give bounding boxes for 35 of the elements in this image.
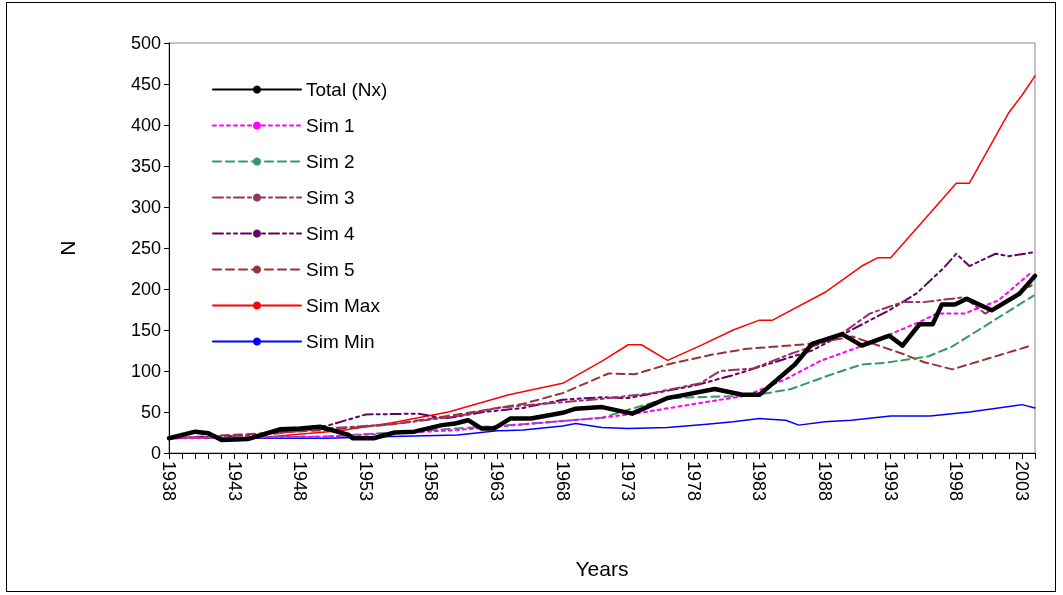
y-axis-title: N: [57, 240, 80, 256]
y-tick-label: 250: [130, 238, 161, 258]
x-tick-label: 1953: [355, 461, 376, 502]
y-tick-label: 300: [130, 197, 161, 217]
legend-label: Sim Min: [306, 331, 375, 352]
y-tick-label: 100: [130, 361, 161, 381]
y-tick-label: 50: [140, 402, 161, 422]
y-tick-label: 0: [150, 443, 161, 463]
legend-label: Sim Max: [306, 295, 381, 316]
x-axis-title: Years: [575, 557, 629, 580]
y-tick-label: 350: [130, 156, 161, 176]
legend-label: Sim 1: [306, 115, 355, 136]
legend-label: Sim 2: [306, 151, 355, 172]
y-tick-label: 450: [130, 74, 161, 94]
x-tick-label: 1938: [159, 461, 179, 502]
x-tick-label: 1943: [224, 461, 245, 502]
x-tick-label: 1983: [749, 461, 770, 502]
x-tick-label: 1993: [880, 461, 901, 502]
x-tick-label: 1968: [552, 461, 573, 502]
x-tick-label: 2003: [1011, 461, 1032, 502]
x-tick-label: 1998: [946, 461, 967, 502]
legend-label: Sim 3: [306, 187, 355, 208]
y-tick-label: 150: [130, 320, 161, 340]
y-tick-label: 500: [130, 33, 161, 53]
x-tick-label: 1978: [683, 461, 704, 502]
x-tick-label: 1973: [618, 461, 639, 502]
legend-label: Sim 4: [306, 223, 355, 244]
x-tick-label: 1963: [487, 461, 508, 502]
y-tick-label: 200: [130, 279, 161, 299]
y-tick-label: 400: [130, 115, 161, 135]
legend-label: Total (Nx): [306, 79, 388, 100]
legend-label: Sim 5: [306, 259, 355, 280]
x-tick-label: 1988: [815, 461, 836, 502]
x-tick-label: 1958: [421, 461, 442, 502]
x-tick-label: 1948: [290, 461, 311, 502]
